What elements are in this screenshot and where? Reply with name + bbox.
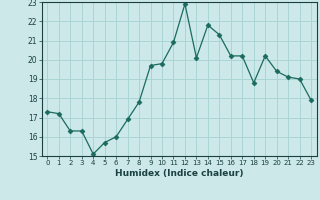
X-axis label: Humidex (Indice chaleur): Humidex (Indice chaleur) <box>115 169 244 178</box>
